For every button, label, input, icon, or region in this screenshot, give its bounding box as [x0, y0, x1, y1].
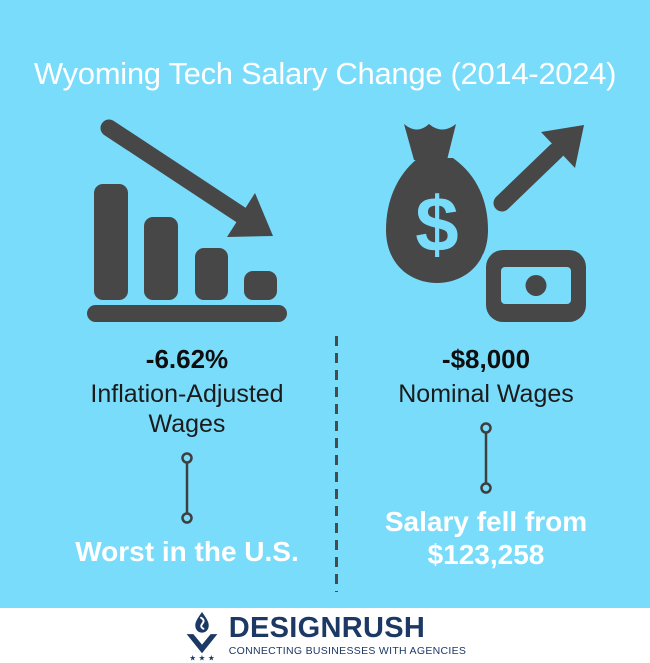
stat-column-nominal-wages: $ -$8,000 Nominal Wages Salary fell from… [348, 118, 624, 571]
stat-label: Nominal Wages [398, 380, 574, 408]
brand-block: DESIGNRUSH CONNECTING BUSINESSES WITH AG… [229, 614, 466, 657]
page-title: Wyoming Tech Salary Change (2014-2024) [33, 56, 617, 91]
dashed-divider [335, 336, 338, 592]
logo-stars: ★ ★ ★ [189, 653, 215, 660]
connector-line [480, 422, 492, 494]
brand-name: DESIGNRUSH [228, 612, 426, 645]
stat-value: -$8,000 [441, 344, 531, 374]
stat-value: -6.62% [145, 344, 229, 374]
stat-column-inflation-adjusted: -6.62% Inflation-Adjusted Wages Worst in… [32, 118, 342, 568]
connector-line [181, 452, 193, 524]
stat-label: Inflation-Adjusted Wages [90, 380, 284, 438]
stat-conclusion: Worst in the U.S. [75, 536, 299, 567]
designrush-flame-logo-icon: ★ ★ ★ [186, 611, 218, 661]
dollar-sign-glyph: $ [415, 180, 458, 268]
stat-conclusion: Salary fell from $123,258 [384, 506, 588, 571]
money-bag-rising-arrow-icon: $ [385, 124, 589, 328]
footer-bar: ★ ★ ★ DESIGNRUSH CONNECTING BUSINESSES W… [0, 608, 650, 663]
declining-bar-chart-icon [87, 119, 287, 322]
brand-tagline: CONNECTING BUSINESSES WITH AGENCIES [228, 645, 467, 658]
